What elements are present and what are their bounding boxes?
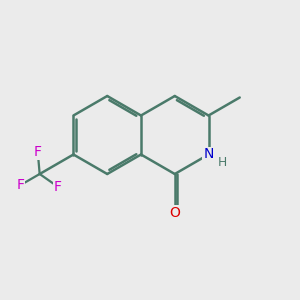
Text: F: F bbox=[54, 180, 62, 194]
Text: N: N bbox=[203, 148, 214, 161]
Text: F: F bbox=[16, 178, 24, 192]
Text: H: H bbox=[218, 156, 227, 169]
Text: F: F bbox=[34, 145, 42, 159]
Text: O: O bbox=[169, 206, 180, 220]
